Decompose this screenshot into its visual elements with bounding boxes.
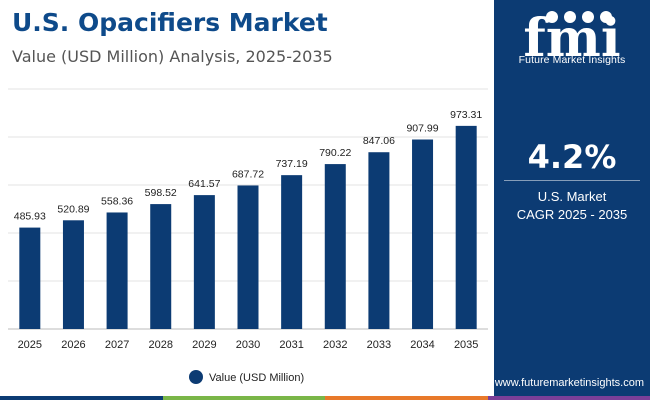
x-tick-2029: 2029: [192, 339, 216, 351]
bar-2029: [193, 195, 215, 329]
bar-2033: [368, 152, 390, 329]
data-label-2029: 641.57: [188, 178, 220, 190]
x-tick-2033: 2033: [367, 339, 391, 351]
cagr-label-market: U.S. Market: [537, 189, 607, 204]
bar-2035: [455, 125, 477, 329]
bar-2026: [62, 220, 84, 329]
data-label-2028: 598.52: [145, 187, 177, 199]
page-subtitle: Value (USD Million) Analysis, 2025-2035: [12, 47, 333, 66]
fmi-logo-icon: fmi: [523, 8, 620, 69]
bar-2027: [106, 212, 128, 329]
data-label-2026: 520.89: [57, 203, 89, 215]
data-labels: 485.93 520.89 558.36 598.52 641.57 687.72 737.…: [14, 109, 483, 223]
x-tick-2025: 2025: [18, 339, 42, 351]
bar-2032: [324, 164, 346, 329]
bar-chart: 485.93 520.89 558.36 598.52 641.57 687.72 737.…: [8, 88, 488, 384]
cagr-value: 4.2%: [527, 138, 617, 176]
website-link[interactable]: www.futuremarketinsights.com: [494, 377, 644, 389]
x-tick-2028: 2028: [148, 339, 172, 351]
bar-2028: [150, 204, 172, 329]
footer-segment: [0, 396, 163, 400]
footer-color-strip: [0, 396, 650, 400]
data-label-2035: 973.31: [450, 109, 482, 121]
bar-2034: [412, 139, 434, 329]
data-label-2025: 485.93: [14, 211, 46, 223]
x-tick-2027: 2027: [105, 339, 129, 351]
bar-2031: [281, 175, 303, 329]
divider: [504, 180, 640, 181]
data-label-2032: 790.22: [319, 147, 351, 159]
sidebar-panel: fmi Future Market Insights 4.2% U.S. Mar…: [494, 0, 650, 400]
logo-text: Future Market Insights: [518, 54, 626, 66]
x-tick-2032: 2032: [323, 339, 347, 351]
x-tick-2030: 2030: [236, 339, 260, 351]
data-label-2033: 847.06: [363, 135, 395, 147]
legend-label: Value (USD Million): [209, 372, 304, 384]
legend-marker: [189, 370, 203, 384]
footer-segment: [162, 396, 325, 400]
bars: [19, 125, 477, 329]
footer-segment: [325, 396, 488, 400]
x-tick-2034: 2034: [410, 339, 434, 351]
x-tick-labels: 2025 2026 2027 2028 2029 2030 2031 2032 2033 2034…: [18, 339, 479, 351]
cagr-label-period: CAGR 2025 - 2035: [516, 207, 628, 222]
bar-2025: [19, 227, 41, 329]
data-label-2027: 558.36: [101, 195, 133, 207]
data-label-2030: 687.72: [232, 168, 264, 180]
bar-2030: [237, 185, 259, 329]
data-label-2031: 737.19: [276, 158, 308, 170]
page-title: U.S. Opacifiers Market: [12, 8, 328, 37]
data-label-2034: 907.99: [406, 123, 438, 135]
x-tick-2031: 2031: [279, 339, 303, 351]
legend: Value (USD Million): [189, 370, 304, 384]
x-tick-2026: 2026: [61, 339, 85, 351]
footer-segment: [487, 396, 650, 400]
x-tick-2035: 2035: [454, 339, 478, 351]
